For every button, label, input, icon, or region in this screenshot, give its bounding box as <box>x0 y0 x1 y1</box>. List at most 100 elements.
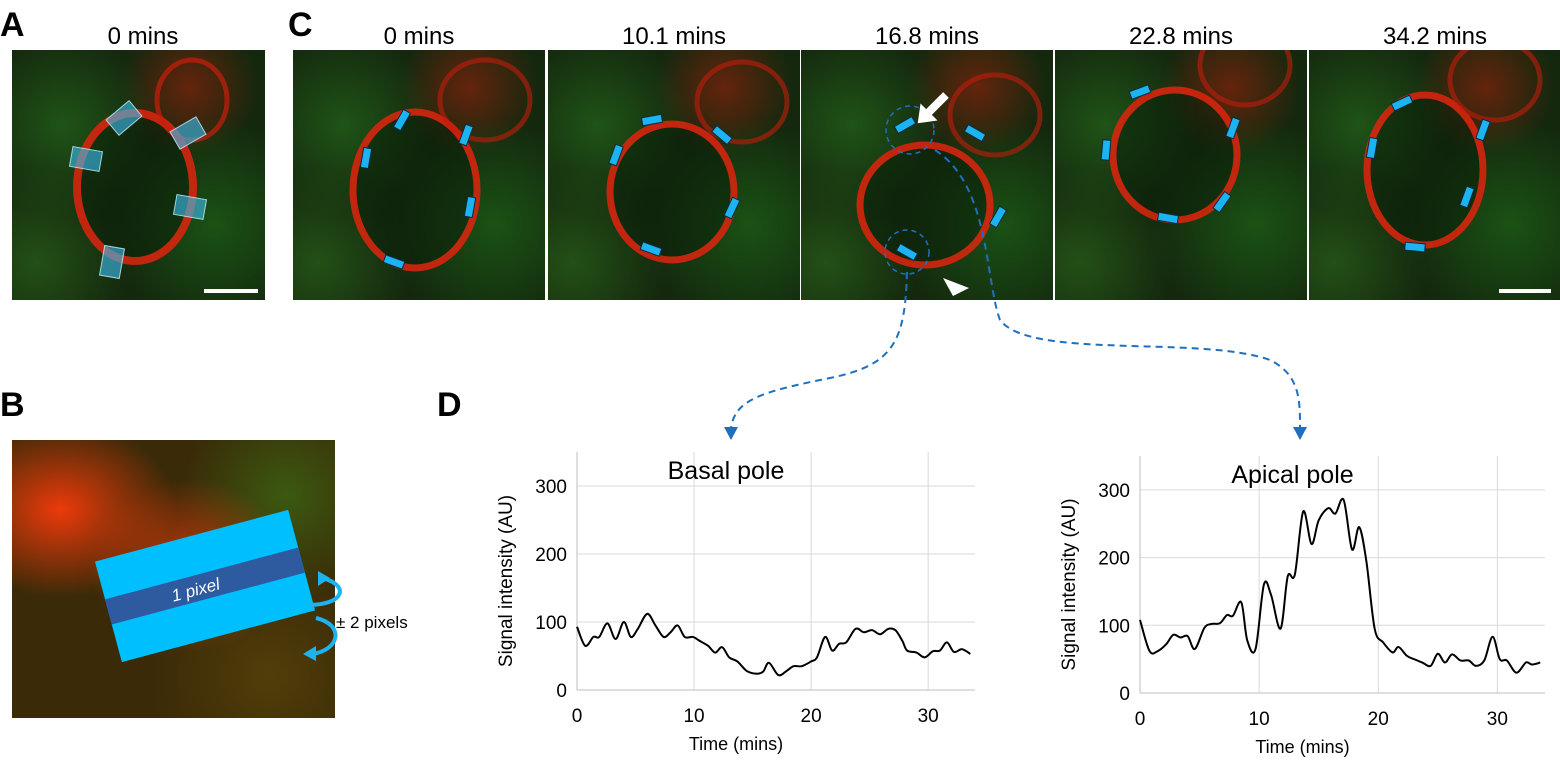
panel-label-b: B <box>0 386 25 424</box>
roi-dash <box>458 123 474 147</box>
apical-connector <box>934 149 1301 429</box>
signal-trace-line <box>1139 497 1541 674</box>
panel-c-overlay <box>1363 50 1551 293</box>
chart-title: Basal pole <box>668 457 785 485</box>
neighbor-cell-membrane <box>694 59 790 145</box>
panel-b-zoom-image: 1 pixel <box>12 440 335 718</box>
roi-dash <box>988 205 1008 229</box>
curved-arrow-up-icon <box>307 576 342 607</box>
arrowhead <box>724 427 738 440</box>
roi-dash <box>1404 241 1426 253</box>
panel-label-c: C <box>288 6 313 44</box>
y-tick-label: 200 <box>1098 549 1130 570</box>
roi-dash <box>711 124 733 146</box>
y-tick-label: 300 <box>535 477 567 498</box>
y-axis-label: Signal intensity (AU) <box>1059 498 1080 670</box>
x-tick-label: 30 <box>1487 709 1508 730</box>
y-tick-label: 300 <box>1098 481 1130 502</box>
neighbor-cell-membrane <box>1197 50 1293 108</box>
roi-dash <box>723 196 741 220</box>
basal-connector <box>730 271 908 429</box>
scale-bar <box>1499 289 1551 293</box>
panel-c-micrograph-1 <box>548 50 800 300</box>
x-axis-label: Time (mins) <box>689 734 783 754</box>
roi-dash <box>382 254 406 270</box>
roi-dash <box>608 143 624 167</box>
roi-dash <box>1128 84 1152 100</box>
panel-b-overlay: 1 pixel <box>94 509 316 663</box>
x-axis-label: Time (mins) <box>1255 737 1349 757</box>
roi-dash <box>1100 139 1112 161</box>
roi-dash <box>359 146 373 170</box>
y-tick-label: 0 <box>556 681 567 702</box>
x-tick-label: 20 <box>1368 709 1389 730</box>
neighbor-cell-membrane <box>1447 50 1543 123</box>
white-arrowhead-icon <box>943 278 969 296</box>
roi-box <box>172 193 208 221</box>
roi-box <box>98 244 126 280</box>
chart-1: 0 100 200 300 0 10 20 30 Apical pole Time (mins) S… <box>1059 456 1545 757</box>
y-tick-label: 200 <box>535 545 567 566</box>
roi-dash <box>1459 185 1475 209</box>
panel-a-micrograph <box>12 50 265 300</box>
panel-c-micrograph-4 <box>1309 50 1560 300</box>
roi-dash <box>1156 211 1180 225</box>
x-tick-label: 20 <box>801 706 822 727</box>
arrowhead <box>1293 427 1307 440</box>
roi-dash <box>1225 116 1241 140</box>
highlight-circle <box>884 229 930 275</box>
x-tick-label: 10 <box>1249 709 1270 730</box>
x-tick-label: 0 <box>1135 709 1146 730</box>
roi-boxes <box>68 99 208 280</box>
y-tick-label: 100 <box>1098 616 1130 637</box>
panel-c-overlay <box>856 72 1043 296</box>
roi-dash <box>463 195 477 219</box>
neighbor-cell-membrane <box>947 72 1043 158</box>
panel-c-time-label: 16.8 mins <box>875 23 979 50</box>
roi-box <box>68 145 104 173</box>
roi-dash <box>1365 136 1379 160</box>
chart-title: Apical pole <box>1231 461 1353 489</box>
cell-membrane <box>349 108 481 272</box>
signal-trace-line <box>576 612 971 677</box>
arrowhead <box>318 571 330 586</box>
y-tick-label: 100 <box>535 613 567 634</box>
y-axis-label: Signal intensity (AU) <box>496 495 517 667</box>
panel-c-time-label: 34.2 mins <box>1383 23 1487 50</box>
roi-dash <box>639 241 663 257</box>
roi-dash <box>893 115 917 135</box>
panel-a-time: 0 mins <box>108 23 179 50</box>
roi-center-band <box>105 547 305 625</box>
roi-dash <box>392 108 412 132</box>
neighbor-cell-membrane <box>437 57 533 143</box>
panel-c-micrograph-3 <box>1055 50 1307 300</box>
roi-dash <box>1390 94 1414 112</box>
white-arrow-icon <box>917 92 949 124</box>
panel-c-overlay <box>349 57 533 272</box>
curved-arrow-down-icon <box>311 616 338 656</box>
roi-dash <box>1212 190 1232 214</box>
roi-dash <box>963 123 987 143</box>
roi-dash <box>640 113 664 127</box>
panel-c-micrograph-2 <box>801 50 1053 300</box>
panel-c-overlay <box>606 59 790 264</box>
x-tick-label: 0 <box>572 706 583 727</box>
arrowhead <box>303 646 316 661</box>
cell-membrane <box>606 120 738 264</box>
roi-box <box>105 99 143 137</box>
x-tick-label: 10 <box>683 706 704 727</box>
chart-0: 0 100 200 300 0 10 20 30 Basal pole Time (mins) Si… <box>496 452 975 754</box>
roi-box <box>169 116 207 150</box>
panel-c-micrograph-0 <box>293 50 545 300</box>
panel-a-overlay <box>68 57 258 293</box>
panel-c-time-label: 22.8 mins <box>1129 23 1233 50</box>
x-tick-label: 30 <box>918 706 939 727</box>
highlight-circle <box>885 105 935 155</box>
roi-dash <box>1475 118 1491 142</box>
roi-dash <box>895 242 919 262</box>
scale-bar <box>204 289 258 293</box>
panel-label-a: A <box>0 6 25 44</box>
panel-label-d: D <box>437 386 462 424</box>
panel-c-time-label: 10.1 mins <box>622 23 726 50</box>
